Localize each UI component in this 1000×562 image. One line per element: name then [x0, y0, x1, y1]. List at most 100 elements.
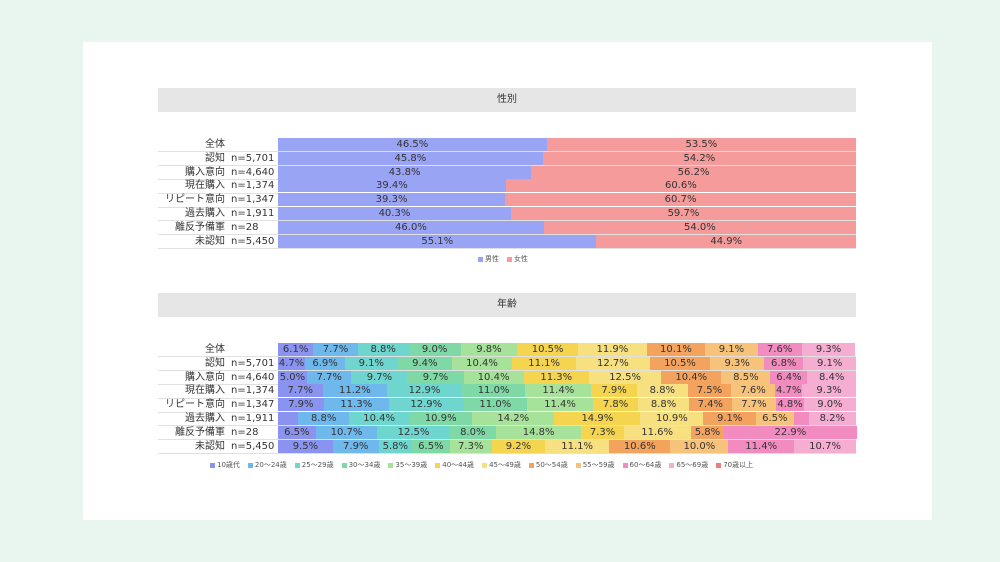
- sample-size-label: n=4,640: [231, 166, 275, 178]
- bar-segment: 10.6%: [609, 439, 671, 453]
- category-label: 購入意向: [185, 371, 225, 383]
- bar-segment: 9.7%: [407, 370, 464, 384]
- legend-item: 30～34歳: [341, 460, 381, 470]
- legend-swatch: [482, 462, 488, 468]
- legend-swatch: [210, 462, 215, 468]
- legend-label: 男性: [485, 255, 499, 263]
- category-label: 現在購入: [185, 385, 225, 397]
- bar-segment: 14.9%: [554, 412, 641, 425]
- category-label: 離反予備軍: [175, 221, 225, 233]
- bar-segment: 10.0%: [670, 439, 729, 453]
- bar-segment: 39.4%: [278, 179, 506, 193]
- bar-segment: 7.4%: [688, 398, 732, 412]
- sample-size-label: n=5,450: [231, 235, 275, 247]
- bar-segment: 6.5%: [412, 439, 450, 453]
- legend-label: 25～29歳: [301, 461, 334, 469]
- sample-size-label: n=4,640: [231, 371, 275, 383]
- legend-item: 55～59歳: [575, 460, 615, 470]
- legend-label: 55～59歳: [582, 461, 615, 469]
- bar-segment: 60.6%: [505, 179, 856, 193]
- bar-segment: 12.9%: [387, 384, 462, 398]
- bar-row: 4.7% 6.9% 9.1% 9.4% 10.4% 11.1% 12.7% 10.5% 9.3%…: [278, 356, 856, 370]
- sample-size-label: n=5,450: [231, 440, 275, 452]
- row-divider: [158, 247, 856, 249]
- bar-segment: 6.5%: [756, 412, 794, 425]
- legend-swatch: [622, 462, 628, 468]
- legend-swatch: [669, 462, 675, 468]
- legend-label: 65～69歳: [676, 461, 709, 469]
- bar-segment: 8.0%: [449, 425, 496, 439]
- bar-segment: 8.2%: [808, 412, 856, 425]
- legend-label: 60～64歳: [629, 461, 662, 469]
- legend-label: 45～49歳: [489, 461, 521, 469]
- legend-label: 30～34歳: [348, 461, 381, 469]
- bar-segment: 53.5%: [546, 138, 856, 151]
- bar-row: 7.7% 11.2% 12.9% 11.0% 11.4% 7.9% 8.8% 7.5% 7.6%…: [278, 384, 856, 398]
- bar-segment: 4.7%: [775, 384, 803, 398]
- bar-segment: 6.4%: [770, 370, 808, 384]
- bar-row: 7.9% 11.3% 12.9% 11.0% 11.4% 7.8% 8.8% 7.4% 7.7%…: [278, 398, 856, 412]
- bar-segment: 8.4%: [807, 370, 856, 384]
- bar-segment: 10.4%: [661, 370, 722, 384]
- bar-segment: 9.1%: [345, 356, 398, 370]
- bar-segment: 9.3%: [710, 356, 765, 370]
- legend-item: 25～29歳: [294, 460, 334, 470]
- category-label: 全体: [205, 139, 225, 150]
- bar-segment: 7.7%: [306, 370, 352, 384]
- bar-segment: 8.8%: [298, 412, 350, 425]
- bar-segment: 4.7%: [278, 356, 306, 370]
- bar-segment: 11.2%: [322, 384, 388, 398]
- legend-swatch: [341, 462, 347, 468]
- bar-segment: 14.2%: [472, 412, 555, 425]
- bar-segment: 9.7%: [351, 370, 408, 384]
- bar-segment: 7.6%: [757, 343, 802, 356]
- bar-segment: 5.0%: [278, 370, 307, 384]
- bar-row: 5.0% 7.7% 9.7% 9.7% 10.4% 11.3% 12.5% 10.4% 8.5%…: [278, 370, 856, 384]
- sample-size-label: n=1,374: [231, 180, 275, 192]
- legend-swatch: [478, 256, 483, 262]
- bar-segment: 11.0%: [461, 384, 526, 398]
- bar-segment: 7.5%: [687, 384, 732, 398]
- bar-segment: 7.7%: [731, 398, 777, 412]
- bar-segment: 10.7%: [794, 439, 856, 453]
- bar-segment: 7.6%: [731, 384, 776, 398]
- bar-row: 6.1% 7.7% 8.8% 9.0% 9.8% 10.5% 11.9% 10.1% 9.1% 7…: [278, 343, 856, 356]
- category-label: 全体: [205, 344, 225, 355]
- bar-segment: 10.4%: [463, 370, 524, 384]
- category-label: リピート意向: [165, 194, 225, 206]
- legend-item: 20～24歳: [247, 460, 287, 470]
- bar-segment: 6.9%: [305, 356, 346, 370]
- bar-row: 40.3% 59.7%: [278, 207, 856, 220]
- bar-segment: 10.9%: [640, 412, 704, 425]
- legend-item: 35～39歳: [388, 460, 427, 470]
- bar-segment: 11.4%: [527, 398, 593, 412]
- legend-swatch: [247, 462, 253, 468]
- category-label: 離反予備軍: [175, 426, 225, 438]
- legend-label: 40～44歳: [442, 461, 475, 469]
- bar-row: 39.4% 60.6%: [278, 179, 856, 193]
- bar-segment: 7.7%: [278, 384, 323, 398]
- bar-segment: 7.3%: [449, 439, 492, 453]
- category-label: 購入意向: [185, 166, 225, 178]
- bar-segment: 10.9%: [409, 412, 473, 425]
- category-label: 過去購入: [185, 413, 225, 424]
- bar-segment: 9.0%: [408, 343, 461, 356]
- bar-segment: 11.9%: [577, 343, 647, 356]
- bar-row: 46.0% 54.0%: [278, 220, 856, 234]
- bar-segment: 9.1%: [803, 356, 856, 370]
- bar-segment: 7.9%: [591, 384, 637, 398]
- bar-segment: 11.4%: [728, 439, 795, 453]
- legend-item: 10歳代: [210, 460, 240, 470]
- bar-row: 8.8% 10.4% 10.9% 14.2% 14.9% 10.9% 9.1% 6.5% 8.2…: [278, 412, 856, 425]
- bar-segment: 9.5%: [278, 439, 333, 453]
- bar-row: 46.5% 53.5%: [278, 138, 856, 151]
- bar-segment: 6.8%: [764, 356, 804, 370]
- bar-segment: 11.3%: [523, 370, 589, 384]
- bar-segment: 11.4%: [525, 384, 592, 398]
- bar-segment: 22.9%: [724, 425, 857, 439]
- sample-size-label: n=1,374: [231, 385, 275, 397]
- legend-swatch: [575, 462, 581, 468]
- legend-item: 40～44歳: [435, 460, 474, 470]
- bar-segment: 14.8%: [495, 425, 582, 439]
- bar-segment: 60.7%: [505, 193, 856, 207]
